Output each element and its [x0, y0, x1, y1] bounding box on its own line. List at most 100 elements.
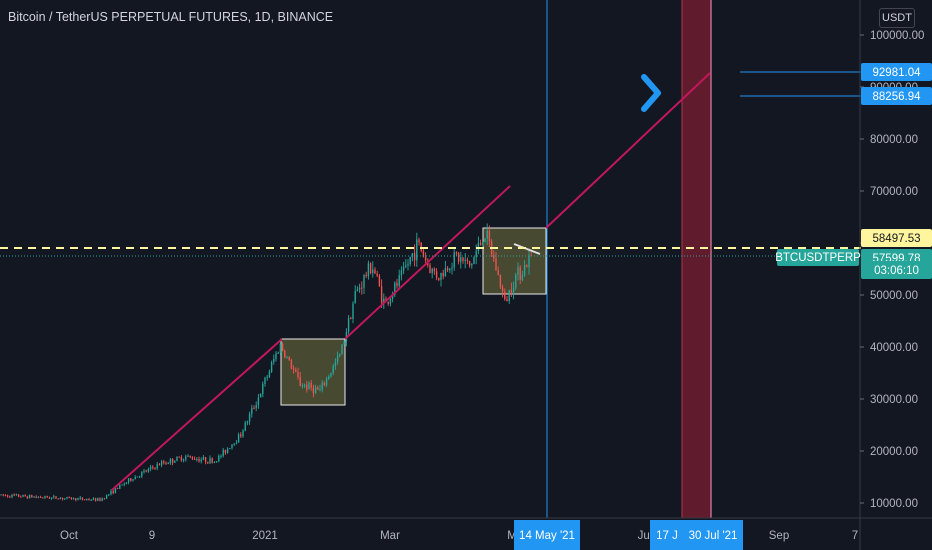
candle[interactable] [119, 484, 121, 490]
candle[interactable] [200, 457, 202, 464]
candle[interactable] [209, 455, 211, 464]
candle[interactable] [286, 355, 288, 359]
currency-button[interactable]: USDT [879, 8, 915, 28]
candle[interactable] [453, 249, 455, 271]
candle[interactable] [277, 351, 279, 354]
candle[interactable] [196, 457, 198, 462]
candle[interactable] [37, 496, 40, 499]
candle[interactable] [523, 260, 526, 277]
candle[interactable] [376, 270, 378, 278]
candle[interactable] [363, 273, 365, 294]
candle[interactable] [191, 456, 194, 461]
candle[interactable] [396, 278, 398, 289]
candle[interactable] [460, 251, 462, 269]
candle[interactable] [367, 260, 370, 280]
candle[interactable] [163, 459, 165, 465]
candle[interactable] [411, 252, 414, 262]
candle[interactable] [39, 495, 42, 498]
candle[interactable] [70, 497, 73, 500]
candle[interactable] [297, 367, 299, 380]
candle[interactable] [391, 291, 394, 303]
candle[interactable] [466, 257, 469, 265]
candle[interactable] [4, 494, 7, 497]
candle[interactable] [266, 374, 268, 381]
candle[interactable] [231, 444, 233, 450]
candle[interactable] [352, 301, 354, 324]
candle[interactable] [77, 497, 79, 501]
candle[interactable] [400, 266, 403, 281]
candle[interactable] [218, 454, 220, 463]
candle[interactable] [306, 380, 308, 393]
candle[interactable] [103, 497, 106, 500]
candle[interactable] [182, 458, 185, 463]
candle[interactable] [471, 263, 473, 269]
candle[interactable] [169, 458, 172, 465]
candle[interactable] [288, 356, 290, 361]
candle[interactable] [20, 495, 22, 498]
candle[interactable] [165, 461, 167, 465]
candle[interactable] [354, 285, 356, 304]
candle[interactable] [235, 440, 238, 445]
candle[interactable] [132, 478, 134, 482]
candle[interactable] [418, 237, 420, 246]
candle[interactable] [108, 494, 110, 497]
candle[interactable] [233, 443, 235, 447]
candle[interactable] [350, 316, 352, 320]
candle[interactable] [479, 239, 482, 246]
candle[interactable] [154, 467, 156, 470]
candle[interactable] [94, 497, 97, 502]
candle[interactable] [510, 282, 513, 297]
candle[interactable] [356, 286, 359, 292]
candle[interactable] [457, 252, 460, 265]
candle[interactable] [246, 420, 249, 426]
candle[interactable] [268, 369, 271, 379]
candle[interactable] [394, 281, 396, 297]
candle[interactable] [512, 281, 515, 300]
candle[interactable] [156, 461, 158, 471]
candle[interactable] [347, 315, 350, 335]
candle[interactable] [290, 358, 293, 370]
candle[interactable] [409, 256, 411, 267]
candle[interactable] [31, 494, 33, 498]
candle[interactable] [517, 262, 519, 281]
candle[interactable] [66, 496, 68, 500]
candle[interactable] [279, 340, 282, 356]
candle[interactable] [204, 456, 207, 465]
candle[interactable] [88, 498, 90, 501]
candle[interactable] [97, 497, 99, 502]
candle[interactable] [105, 494, 108, 499]
candle[interactable] [446, 266, 449, 272]
candle[interactable] [501, 284, 504, 298]
candle[interactable] [152, 465, 154, 470]
candle[interactable] [328, 374, 330, 380]
candle[interactable] [504, 288, 506, 301]
candle[interactable] [79, 496, 81, 500]
candle[interactable] [33, 496, 35, 498]
candle[interactable] [281, 342, 284, 352]
candle[interactable] [174, 460, 176, 463]
candle[interactable] [242, 429, 244, 438]
candle[interactable] [141, 471, 143, 479]
candle[interactable] [292, 365, 295, 374]
candle[interactable] [86, 498, 88, 501]
candle[interactable] [17, 494, 20, 498]
candle[interactable] [336, 351, 339, 365]
candle[interactable] [193, 456, 196, 461]
candle[interactable] [185, 454, 187, 462]
candle[interactable] [438, 277, 440, 282]
candle[interactable] [143, 468, 145, 474]
candle[interactable] [402, 262, 405, 275]
candle[interactable] [147, 467, 150, 473]
candle[interactable] [224, 449, 227, 455]
candle[interactable] [42, 497, 44, 499]
candle[interactable] [64, 498, 66, 500]
candle[interactable] [125, 482, 128, 485]
candle[interactable] [314, 384, 317, 395]
candle[interactable] [59, 497, 62, 500]
candle[interactable] [180, 455, 183, 462]
candle[interactable] [497, 266, 499, 276]
candle[interactable] [440, 272, 442, 287]
candle[interactable] [365, 271, 367, 279]
candle[interactable] [374, 267, 376, 274]
